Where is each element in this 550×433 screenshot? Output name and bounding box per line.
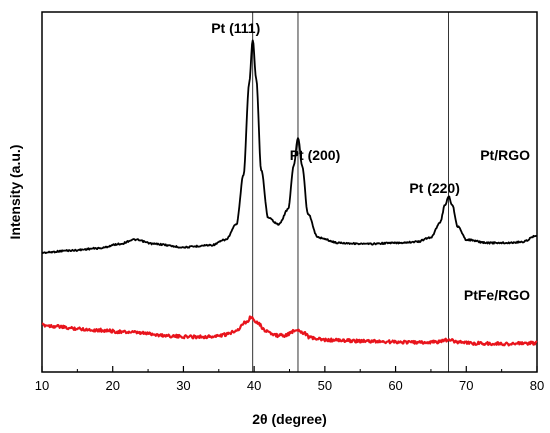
peak-label: Pt (200) <box>290 147 341 163</box>
x-tick-label: 30 <box>176 378 190 393</box>
x-tick-label: 80 <box>530 378 544 393</box>
series-label: PtFe/RGO <box>464 287 530 303</box>
series-line-pt-rgo <box>41 39 538 254</box>
x-axis-title: 2θ (degree) <box>252 411 326 427</box>
peak-label: Pt (220) <box>409 180 460 196</box>
series-line-ptfe-rgo <box>41 315 538 347</box>
x-tick-label: 20 <box>105 378 119 393</box>
plot-frame <box>41 11 538 373</box>
series-labels: Pt/RGO PtFe/RGO <box>464 147 530 303</box>
series-layer <box>41 39 538 347</box>
series-label: Pt/RGO <box>480 147 530 163</box>
reference-lines <box>252 12 450 372</box>
x-tick-label: 60 <box>388 378 402 393</box>
x-tick-label: 10 <box>35 378 49 393</box>
x-tick-label: 70 <box>459 378 473 393</box>
x-tick-label: 40 <box>247 378 261 393</box>
y-axis-title: Intensity (a.u.) <box>7 145 23 240</box>
x-tick-label: 50 <box>318 378 332 393</box>
peak-labels: Pt (111) Pt (200) Pt (220) <box>211 20 460 196</box>
peak-label: Pt (111) <box>211 20 260 36</box>
x-axis-ticks: 10 20 30 40 50 60 70 80 <box>35 366 544 393</box>
